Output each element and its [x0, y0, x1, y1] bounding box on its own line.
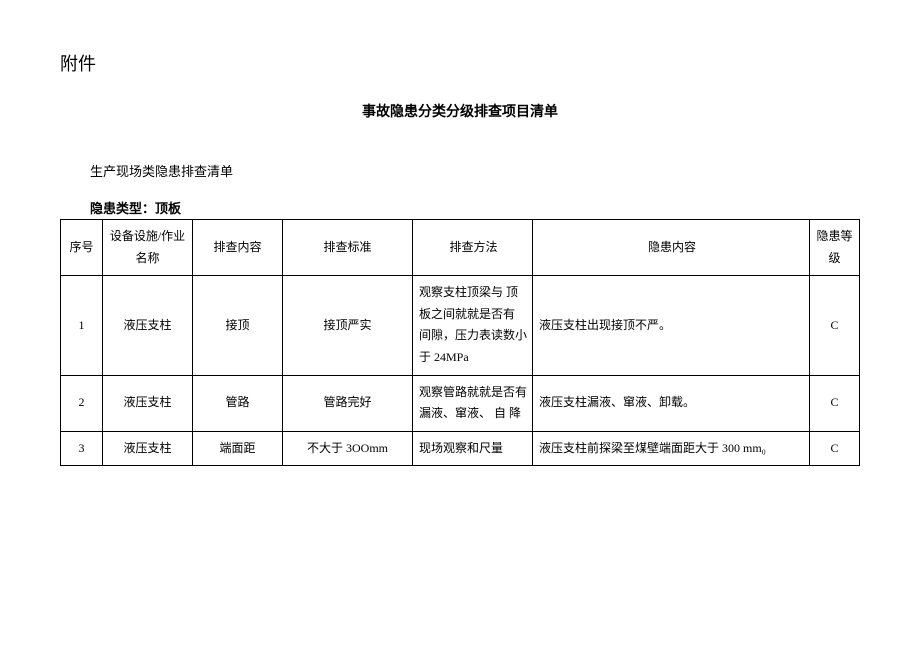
table-body: 1 液压支柱 接顶 接顶严实 观察支柱顶梁与 顶板之间就就是否有 间隙，压力表读…	[61, 276, 860, 466]
cell-equip: 液压支柱	[103, 276, 193, 375]
header-standard: 排查标准	[283, 220, 413, 276]
cell-level: C	[810, 276, 860, 375]
header-content: 排查内容	[193, 220, 283, 276]
cell-seq: 2	[61, 375, 103, 431]
header-level: 隐患等级	[810, 220, 860, 276]
cell-method: 现场观察和尺量	[413, 431, 533, 466]
section-title: 生产现场类隐患排查清单	[60, 161, 860, 180]
cell-standard: 不大于 3OOmm	[283, 431, 413, 466]
cell-content: 端面距	[193, 431, 283, 466]
cell-content: 管路	[193, 375, 283, 431]
inspection-table: 序号 设备设施/作业名称 排查内容 排查标准 排查方法 隐患内容 隐患等级 1 …	[60, 219, 860, 466]
cell-hazard: 液压支柱出现接顶不严。	[533, 276, 810, 375]
cell-standard: 管路完好	[283, 375, 413, 431]
header-hazard: 隐患内容	[533, 220, 810, 276]
document-title: 事故隐患分类分级排查项目清单	[60, 101, 860, 121]
header-equip: 设备设施/作业名称	[103, 220, 193, 276]
cell-seq: 1	[61, 276, 103, 375]
cell-content: 接顶	[193, 276, 283, 375]
table-row: 3 液压支柱 端面距 不大于 3OOmm 现场观察和尺量 液压支柱前探梁至煤壁端…	[61, 431, 860, 466]
hazard-type-label: 隐患类型：顶板	[60, 198, 860, 217]
table-row: 1 液压支柱 接顶 接顶严实 观察支柱顶梁与 顶板之间就就是否有 间隙，压力表读…	[61, 276, 860, 375]
header-method: 排查方法	[413, 220, 533, 276]
table-header-row: 序号 设备设施/作业名称 排查内容 排查标准 排查方法 隐患内容 隐患等级	[61, 220, 860, 276]
table-row: 2 液压支柱 管路 管路完好 观察管路就就是否有漏液、窜液、 自 降 液压支柱漏…	[61, 375, 860, 431]
cell-method: 观察支柱顶梁与 顶板之间就就是否有 间隙，压力表读数小于 24MPa	[413, 276, 533, 375]
cell-hazard: 液压支柱前探梁至煤壁端面距大于 300 mm₀	[533, 431, 810, 466]
cell-hazard: 液压支柱漏液、窜液、卸载。	[533, 375, 810, 431]
cell-method: 观察管路就就是否有漏液、窜液、 自 降	[413, 375, 533, 431]
cell-equip: 液压支柱	[103, 375, 193, 431]
header-seq: 序号	[61, 220, 103, 276]
cell-seq: 3	[61, 431, 103, 466]
cell-level: C	[810, 375, 860, 431]
cell-level: C	[810, 431, 860, 466]
cell-standard: 接顶严实	[283, 276, 413, 375]
attachment-label: 附件	[60, 50, 860, 76]
cell-equip: 液压支柱	[103, 431, 193, 466]
